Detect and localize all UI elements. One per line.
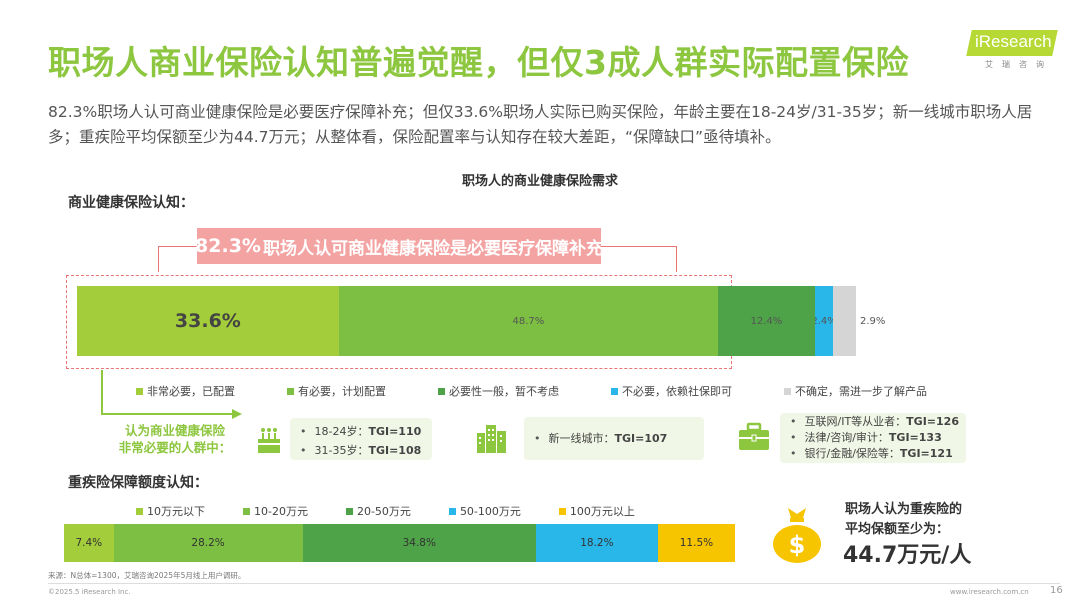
summary-text: 82.3%职场人认可商业健康保险是必要医疗保障补充；但仅33.6%职场人实际已购… xyxy=(48,103,1033,146)
callout-bracket-right xyxy=(601,246,677,272)
legend-label: 10-20万元 xyxy=(254,505,308,518)
bar-segment-label: 28.2% xyxy=(191,537,225,549)
bar-segment-label: 33.6% xyxy=(174,310,241,332)
copyright: ©2025.5 iResearch Inc. xyxy=(48,588,131,596)
bar-segment xyxy=(833,286,856,356)
source-note: 来源：N总体=1300，艾瑞咨询2025年5月线上用户调研。 xyxy=(48,571,246,580)
city-tgi-box: 新一线城市：TGI=107 xyxy=(524,417,704,460)
bar-label-outside: 2.9% xyxy=(860,316,886,327)
svg-text:$: $ xyxy=(789,531,806,559)
legend-item: 100万元以上 xyxy=(558,503,635,519)
money-caption: 职场人认为重疾险的 平均保额至少为： xyxy=(845,502,963,537)
bar-segment: 33.6% xyxy=(77,286,339,356)
footer-divider xyxy=(48,583,1060,584)
coverage-stacked-bar: 7.4% 28.2% 34.8% 18.2% 11.5% xyxy=(64,524,735,562)
legend-label: 有必要，计划配置 xyxy=(298,385,386,398)
bar-segment: 2.4% xyxy=(814,286,834,356)
page-title: 职场人商业保险认知普遍觉醒，但仅3成人群实际配置保险 xyxy=(48,43,909,82)
bar-segment-label: 18.2% xyxy=(580,537,614,549)
bar-segment-label: 34.8% xyxy=(402,537,436,549)
cake-icon xyxy=(258,428,280,453)
legend-swatch xyxy=(136,387,143,395)
section-title-awareness: 商业健康保险认知： xyxy=(68,195,194,211)
legend-item: 不确定，需进一步了解产品 xyxy=(784,383,927,399)
iresearch-logo: iResearch 艾瑞咨询 xyxy=(963,28,1058,76)
legend-swatch xyxy=(136,507,143,515)
page-number: 16 xyxy=(1050,585,1063,596)
list-item: 法律/咨询/审计：TGI=133 xyxy=(790,430,956,446)
legend-swatch xyxy=(611,387,618,395)
legend-label: 不必要，依赖社保即可 xyxy=(622,385,732,398)
legend-item: 10-20万元 xyxy=(243,503,308,519)
coverage-legend: 10万元以下 10-20万元 20-50万元 50-100万元 100万元以上 xyxy=(136,503,673,519)
legend-swatch xyxy=(438,387,445,395)
legend-swatch xyxy=(287,387,294,395)
job-tgi-box: 互联网/IT等从业者：TGI=126 法律/咨询/审计：TGI=133 银行/金… xyxy=(780,413,966,463)
bar-segment-label: 7.4% xyxy=(75,537,103,549)
bar-segment: 18.2% xyxy=(535,524,658,562)
chart-title: 职场人的商业健康保险需求 xyxy=(461,174,618,189)
legend-item: 50-100万元 xyxy=(448,503,521,519)
legend-label: 100万元以上 xyxy=(569,505,635,518)
legend-item: 有必要，计划配置 xyxy=(287,383,386,399)
legend-label: 10万元以下 xyxy=(147,505,205,518)
list-item: 互联网/IT等从业者：TGI=126 xyxy=(790,414,959,430)
list-item: 31-35岁：TGI=108 xyxy=(300,441,422,460)
money-bag-icon: $ xyxy=(773,508,821,563)
briefcase-icon xyxy=(739,422,769,450)
bar-segment: 48.7% xyxy=(338,286,719,356)
legend-label: 20-50万元 xyxy=(356,505,411,518)
legend-label: 不确定，需进一步了解产品 xyxy=(795,385,927,398)
building-icon xyxy=(477,425,506,453)
awareness-legend: 非常必要，已配置 有必要，计划配置 必要性一般，暂不考虑 不必要，依赖社保即可 不确定，… xyxy=(136,383,979,399)
bar-segment-label: 48.7% xyxy=(512,315,545,327)
legend-swatch xyxy=(448,507,456,515)
callout-banner: 82.3% 职场人认可商业健康保险是必要医疗保障补充 xyxy=(195,228,603,264)
legend-swatch xyxy=(558,507,566,515)
list-item: 新一线城市：TGI=107 xyxy=(534,429,694,448)
website-url: www.iresearch.com.cn xyxy=(950,588,1029,596)
legend-swatch xyxy=(345,507,353,515)
group-label: 认为商业健康保险 非常必要的人群中： xyxy=(118,423,232,455)
bar-segment-label: 12.4% xyxy=(750,315,783,327)
legend-label: 必要性一般，暂不考虑 xyxy=(449,385,559,398)
legend-item: 非常必要，已配置 xyxy=(136,383,235,399)
list-item: 银行/金融/保险等：TGI=121 xyxy=(790,446,956,462)
arrow-line-horizontal xyxy=(101,413,235,415)
legend-item: 20-50万元 xyxy=(345,503,411,519)
legend-swatch xyxy=(784,387,791,395)
legend-label: 50-100万元 xyxy=(459,505,521,518)
bar-segment: 34.8% xyxy=(302,524,536,562)
legend-item: 10万元以下 xyxy=(136,503,205,519)
age-tgi-box: 18-24岁：TGI=110 31-35岁：TGI=108 xyxy=(290,418,432,460)
bar-segment: 11.5% xyxy=(657,524,735,562)
arrow-line-vertical xyxy=(101,370,103,415)
bar-segment-label: 2.4% xyxy=(815,315,834,327)
bar-segment-label: 11.5% xyxy=(679,537,714,549)
legend-label: 非常必要，已配置 xyxy=(147,385,235,398)
callout-bracket-left xyxy=(158,246,197,272)
list-item: 18-24岁：TGI=110 xyxy=(300,422,422,441)
section-title-coverage: 重疾险保障额度认知： xyxy=(68,475,208,491)
awareness-stacked-bar: 33.6% 48.7% 12.4% 2.4% xyxy=(77,286,856,356)
legend-item: 不必要，依赖社保即可 xyxy=(611,383,732,399)
bar-segment: 28.2% xyxy=(113,524,303,562)
money-amount: 44.7万元/人 xyxy=(843,543,972,568)
arrow-head-icon xyxy=(232,409,242,419)
legend-item: 必要性一般，暂不考虑 xyxy=(438,383,559,399)
bar-segment: 12.4% xyxy=(718,286,815,356)
bar-segment: 7.4% xyxy=(64,524,114,562)
legend-swatch xyxy=(243,507,250,515)
